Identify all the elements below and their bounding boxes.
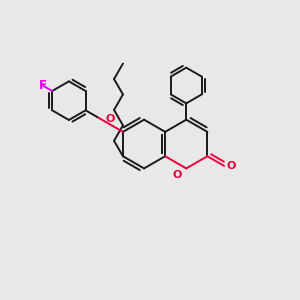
Text: F: F <box>39 79 47 92</box>
Text: O: O <box>105 114 115 124</box>
Text: O: O <box>172 170 182 180</box>
Text: O: O <box>226 161 236 171</box>
